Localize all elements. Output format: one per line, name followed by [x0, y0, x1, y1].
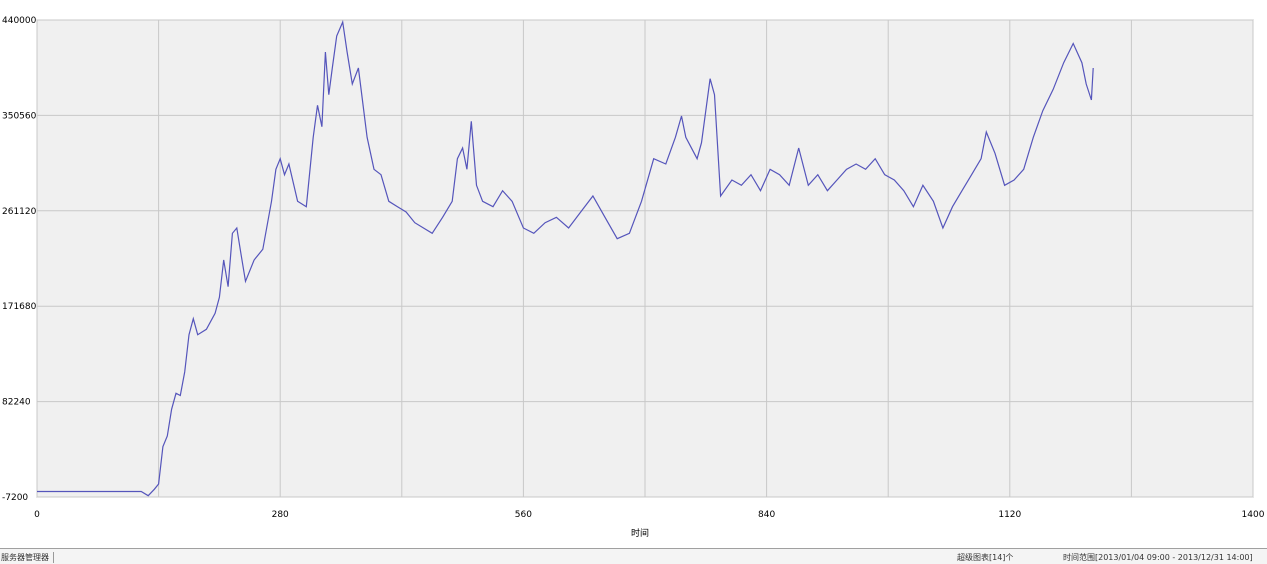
- series-line: [37, 19, 1094, 497]
- x-tick-label: 280: [272, 510, 289, 520]
- status-left: 服务器管理器: [1, 552, 54, 563]
- x-tick-label: 0: [34, 510, 40, 520]
- y-tick-label: -7200: [2, 493, 28, 503]
- status-range: 时间范围[2013/01/04 09:00 - 2013/12/31 14:00…: [1063, 553, 1253, 562]
- status-bar: 服务器管理器 超级图表[14]个 时间范围[2013/01/04 09:00 -…: [0, 548, 1267, 564]
- status-charts: 超级图表[14]个: [957, 553, 1014, 562]
- y-tick-label: 261120: [2, 207, 37, 217]
- x-tick-label: 1400: [1242, 510, 1265, 520]
- x-tick-label: 1120: [998, 510, 1021, 520]
- x-tick-label: 560: [515, 510, 532, 520]
- chart: 时间 -7200 82240 171680 261120 350560 440000 0 28…: [2, 16, 1265, 539]
- y-tick-label: 82240: [2, 398, 31, 408]
- y-tick-label: 350560: [2, 111, 37, 121]
- y-tick-label: 171680: [2, 302, 37, 312]
- y-tick-label: 440000: [2, 16, 37, 26]
- x-tick-label: 840: [758, 510, 775, 520]
- x-axis-label: 时间: [631, 527, 649, 539]
